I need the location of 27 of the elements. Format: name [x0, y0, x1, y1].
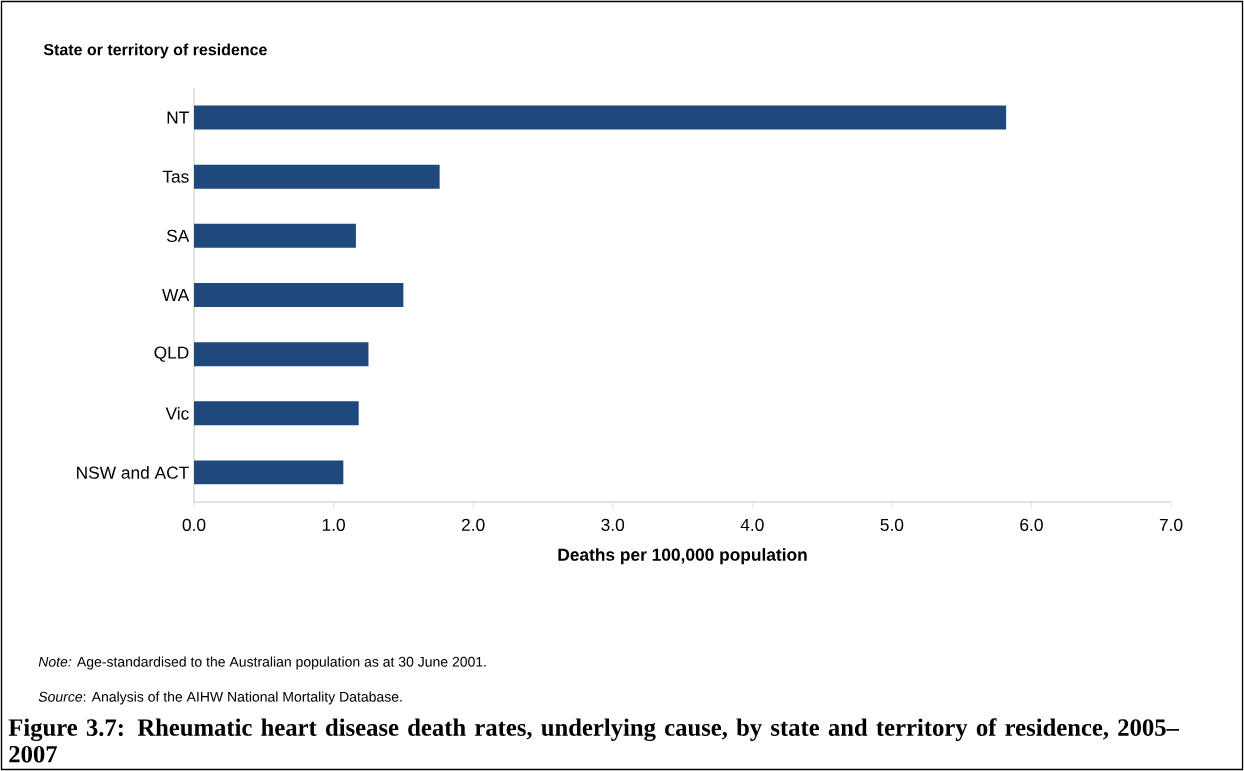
x-tick-label: 3.0	[601, 518, 625, 531]
x-axis-title: Deaths per 100,000 population	[558, 548, 807, 565]
x-tick-label: 4.0	[740, 518, 764, 531]
y-tick-label: NT	[167, 111, 189, 124]
y-tick-label: WA	[162, 289, 190, 301]
text: Note: Age-standardised to the Australian population as at 30 June 2001.	[38, 656, 486, 670]
bar	[194, 342, 369, 367]
bar	[194, 105, 1007, 130]
x-tick-label: 6.0	[1020, 518, 1043, 531]
y-tick-label: NSW and ACT	[77, 466, 189, 479]
text: Source: Analysis of the AIHW National Mortality Database.	[38, 691, 402, 705]
x-tick-label: 5.0	[880, 518, 904, 531]
x-tick-label: 2.0	[461, 518, 485, 531]
x-tick-label: 0.0	[182, 518, 206, 531]
y-tick-label: Tas	[162, 170, 189, 183]
x-tick-label: 1.0	[322, 518, 345, 531]
x-tick-label: 7.0	[1159, 518, 1183, 531]
text: Figure 3.7: Rheumatic heart disease death rates, underlying cause, by state and territory of residence, 2005–2007	[8, 718, 1180, 763]
y-tick-label: Vic	[165, 406, 189, 420]
y-tick-label: QLD	[154, 346, 189, 362]
bar	[194, 164, 440, 189]
bar	[194, 460, 344, 485]
bar	[194, 401, 359, 426]
bar	[194, 223, 356, 248]
bar	[194, 283, 404, 308]
y-axis-title: State or territory of residence	[43, 43, 267, 59]
y-tick-label: SA	[166, 229, 190, 242]
